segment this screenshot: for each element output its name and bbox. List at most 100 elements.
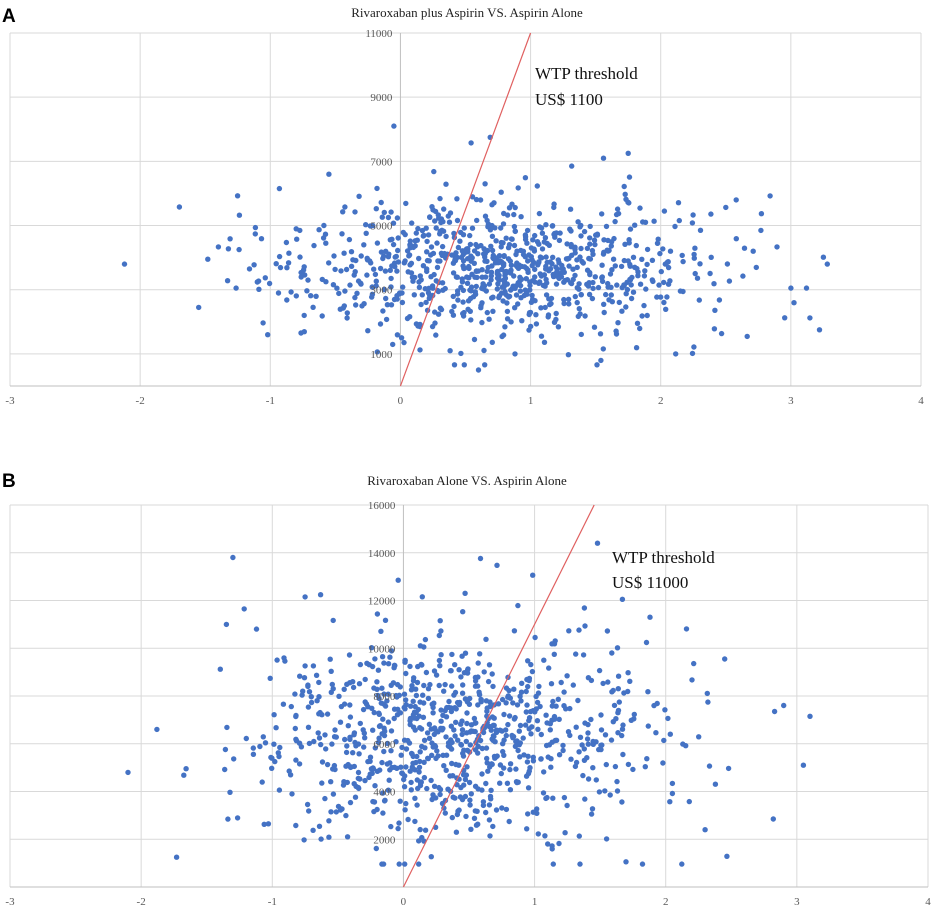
scatter-point (488, 796, 494, 802)
scatter-point (733, 197, 739, 203)
scatter-point (508, 236, 515, 242)
scatter-point (532, 266, 538, 273)
scatter-point (453, 250, 459, 256)
scatter-point (429, 323, 436, 330)
scatter-point (507, 766, 513, 773)
scatter-point (549, 223, 556, 229)
scatter-point (486, 281, 493, 287)
scatter-point (590, 285, 596, 292)
scatter-point (361, 744, 367, 750)
scatter-point (523, 276, 529, 282)
scatter-point (438, 707, 444, 713)
scatter-point (276, 787, 283, 793)
scatter-point (355, 741, 362, 747)
scatter-point (532, 232, 538, 239)
scatter-point (468, 722, 475, 728)
scatter-point (428, 244, 435, 250)
scatter-point (292, 691, 298, 697)
scatter-point (374, 611, 381, 617)
scatter-point (562, 830, 568, 836)
scatter-point (561, 689, 567, 695)
scatter-point (520, 251, 527, 258)
scatter-point (389, 236, 395, 242)
scatter-point (387, 760, 393, 766)
scatter-point (322, 231, 329, 237)
scatter-point (380, 701, 387, 707)
scatter-point (478, 302, 484, 309)
scatter-point (338, 268, 344, 274)
scatter-point (424, 268, 430, 275)
scatter-point (499, 805, 505, 811)
scatter-point (758, 227, 764, 234)
scatter-point (556, 716, 562, 722)
panel-b-plot: -3 -2 -1 0 1 2 3 4 2000 4000 6000 8000 10000 12000 140… (5, 500, 931, 908)
scatter-point (472, 728, 478, 735)
scatter-point (280, 701, 287, 707)
scatter-point (459, 248, 465, 254)
scatter-point (598, 712, 604, 718)
scatter-point (598, 742, 604, 748)
scatter-point (402, 861, 408, 867)
scatter-point (523, 709, 529, 715)
scatter-point (395, 825, 401, 832)
scatter-point (308, 694, 314, 700)
scatter-point (596, 789, 603, 795)
scatter-point (543, 712, 549, 718)
scatter-point (548, 681, 555, 687)
scatter-point (661, 279, 667, 286)
scatter-point (538, 731, 544, 738)
scatter-point (568, 228, 574, 234)
scatter-point (665, 264, 672, 271)
scatter-point (265, 821, 272, 827)
scatter-point (480, 281, 486, 287)
scatter-point (416, 284, 423, 290)
scatter-point (301, 675, 308, 681)
scatter-point (498, 225, 504, 231)
scatter-point (500, 298, 506, 304)
scatter-point (443, 767, 449, 773)
scatter-point (637, 281, 644, 287)
scatter-point (543, 222, 549, 228)
scatter-point (409, 220, 415, 226)
scatter-point (645, 689, 651, 695)
scatter-point (438, 652, 444, 658)
scatter-point (610, 256, 617, 262)
scatter-point (363, 230, 369, 236)
scatter-point (505, 721, 511, 728)
scatter-point (553, 316, 559, 323)
scatter-point (319, 276, 325, 283)
scatter-point (492, 225, 498, 231)
scatter-point (525, 811, 531, 817)
scatter-point (344, 315, 350, 321)
scatter-point (589, 806, 596, 812)
scatter-point (400, 284, 406, 290)
scatter-point (708, 254, 714, 260)
scatter-point (576, 306, 582, 312)
scatter-point (510, 700, 516, 706)
scatter-point (561, 794, 568, 801)
x-tick-label: 0 (398, 395, 404, 407)
scatter-point (424, 249, 430, 255)
scatter-point (371, 808, 377, 815)
scatter-point (561, 296, 567, 303)
scatter-point (625, 150, 631, 156)
scatter-point (432, 726, 438, 732)
scatter-point (598, 357, 604, 364)
scatter-point (432, 208, 439, 215)
scatter-point (524, 826, 530, 832)
scatter-point (374, 240, 381, 246)
scatter-point (508, 287, 514, 293)
scatter-point (601, 301, 607, 307)
scatter-point (431, 783, 438, 789)
scatter-point (271, 741, 277, 747)
scatter-point (464, 280, 471, 286)
scatter-point (301, 837, 307, 843)
scatter-point (645, 723, 651, 729)
scatter-point (258, 236, 265, 242)
scatter-point (293, 738, 300, 744)
scatter-point (479, 267, 485, 273)
scatter-point (386, 777, 392, 783)
scatter-point (181, 772, 187, 778)
scatter-point (353, 257, 359, 264)
scatter-point (456, 699, 463, 706)
